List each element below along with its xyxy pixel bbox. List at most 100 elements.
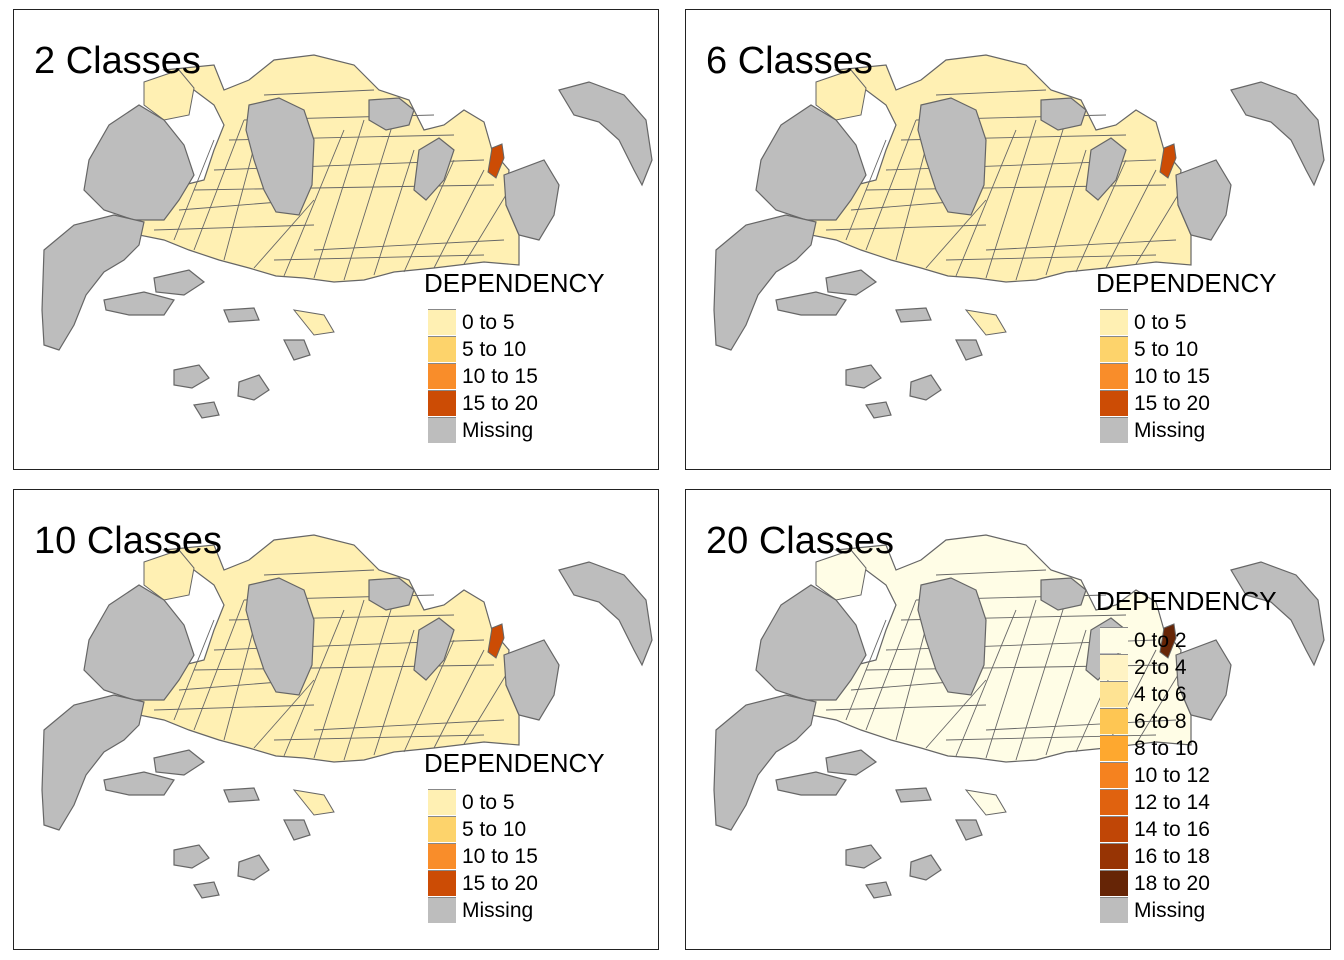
missing-region: [909, 854, 942, 881]
legend-swatch: [428, 363, 456, 389]
legend-title: DEPENDENCY: [1096, 586, 1277, 616]
legend-item: 5 to 10: [428, 336, 648, 363]
legend-item: 4 to 6: [1100, 681, 1320, 708]
missing-region: [558, 561, 653, 667]
missing-region: [283, 819, 311, 841]
legend-item: 6 to 8: [1100, 708, 1320, 735]
missing-region: [825, 269, 878, 296]
legend-label: 16 to 18: [1134, 845, 1210, 868]
map-panel-20-classes: 20 Classes DEPENDENCY 0 to 2 2 to 4 4 to 6…: [685, 489, 1331, 950]
missing-region: [1230, 81, 1325, 187]
missing-region: [895, 307, 932, 323]
legend-label: 2 to 4: [1134, 656, 1187, 679]
missing-region: [713, 214, 817, 351]
legend-label: Missing: [462, 419, 534, 442]
missing-region: [413, 137, 455, 201]
missing-region: [1040, 97, 1087, 131]
missing-region: [1175, 159, 1232, 241]
missing-region: [41, 214, 145, 351]
legend-label: 6 to 8: [1134, 710, 1187, 733]
missing-region: [917, 97, 987, 216]
legend-item: 5 to 10: [1100, 336, 1320, 363]
land-region: [143, 69, 195, 121]
legend-swatch: [1100, 390, 1128, 416]
missing-region: [153, 749, 206, 776]
missing-region: [713, 694, 817, 831]
legend-item: 0 to 5: [428, 309, 648, 336]
legend-item: Missing: [1100, 897, 1320, 924]
missing-region: [83, 104, 195, 221]
legend-label: 5 to 10: [462, 338, 527, 361]
legend-item: 12 to 14: [1100, 789, 1320, 816]
singapore-map: [41, 534, 653, 899]
missing-region: [558, 81, 653, 187]
legend-label: 4 to 6: [1134, 683, 1187, 706]
high-dependency-region: [487, 623, 505, 659]
missing-region: [245, 577, 315, 696]
district-boundaries: [153, 569, 510, 761]
missing-region: [909, 374, 942, 401]
missing-region: [825, 749, 878, 776]
map-panel-6-classes: 6 Classes DEPENDENCY 0 to 5 5 to 10 10 to …: [685, 9, 1331, 470]
land-region: [964, 789, 1007, 816]
panel-title: 20 Classes: [706, 520, 894, 562]
missing-region: [237, 854, 270, 881]
legend-label: 15 to 20: [462, 872, 538, 895]
legend-item: 0 to 5: [428, 789, 648, 816]
singapore-map: [713, 534, 1325, 899]
legend-label: 5 to 10: [462, 818, 527, 841]
legend-title: DEPENDENCY: [1096, 268, 1277, 298]
legend-label: 10 to 15: [462, 845, 538, 868]
legend-item: 2 to 4: [1100, 654, 1320, 681]
legend-item: 18 to 20: [1100, 870, 1320, 897]
legend-title: DEPENDENCY: [424, 268, 605, 298]
legend-item: 5 to 10: [428, 816, 648, 843]
legend-label: 0 to 2: [1134, 629, 1187, 652]
legend-item: 16 to 18: [1100, 843, 1320, 870]
legend-item: 10 to 15: [428, 363, 648, 390]
legend-swatch: [1100, 309, 1128, 335]
missing-region: [223, 787, 260, 803]
legend-item: 15 to 20: [428, 390, 648, 417]
high-dependency-region: [487, 143, 505, 179]
legend-label: 0 to 5: [462, 311, 515, 334]
legend-swatch: [428, 816, 456, 842]
legend-swatch: [1100, 336, 1128, 362]
missing-region: [193, 401, 220, 419]
missing-region: [1085, 137, 1127, 201]
missing-region: [283, 339, 311, 361]
missing-region: [755, 104, 867, 221]
high-dependency-region: [1159, 623, 1177, 659]
legend-label: 10 to 12: [1134, 764, 1210, 787]
legend-swatch: [1100, 870, 1128, 896]
missing-region: [173, 844, 210, 869]
legend-label: Missing: [1134, 899, 1206, 922]
missing-region: [503, 639, 560, 721]
missing-region: [153, 269, 206, 296]
map-panel-10-classes: 10 Classes DEPENDENCY 0 to 5 5 to 10 10 to…: [13, 489, 659, 950]
legend-item: 10 to 15: [1100, 363, 1320, 390]
legend-swatch: [1100, 681, 1128, 707]
missing-region: [955, 819, 983, 841]
legend-label: 18 to 20: [1134, 872, 1210, 895]
missing-region: [1040, 577, 1087, 611]
missing-region: [83, 584, 195, 701]
panel-title: 6 Classes: [706, 40, 873, 82]
missing-region: [41, 694, 145, 831]
missing-region: [368, 97, 415, 131]
legend-swatch: [1100, 627, 1128, 653]
legend-swatch: [1100, 654, 1128, 680]
missing-region: [755, 584, 867, 701]
singapore-map: [713, 54, 1325, 419]
missing-region: [223, 307, 260, 323]
legend-item: Missing: [428, 897, 648, 924]
legend-label: 15 to 20: [462, 392, 538, 415]
missing-region: [955, 339, 983, 361]
legend-swatch: [428, 789, 456, 815]
legend-label: 0 to 5: [462, 791, 515, 814]
legend-label: 10 to 15: [1134, 365, 1210, 388]
missing-region: [193, 881, 220, 899]
land-region: [815, 549, 867, 601]
panel-title: 10 Classes: [34, 520, 222, 562]
legend-label: 0 to 5: [1134, 311, 1187, 334]
